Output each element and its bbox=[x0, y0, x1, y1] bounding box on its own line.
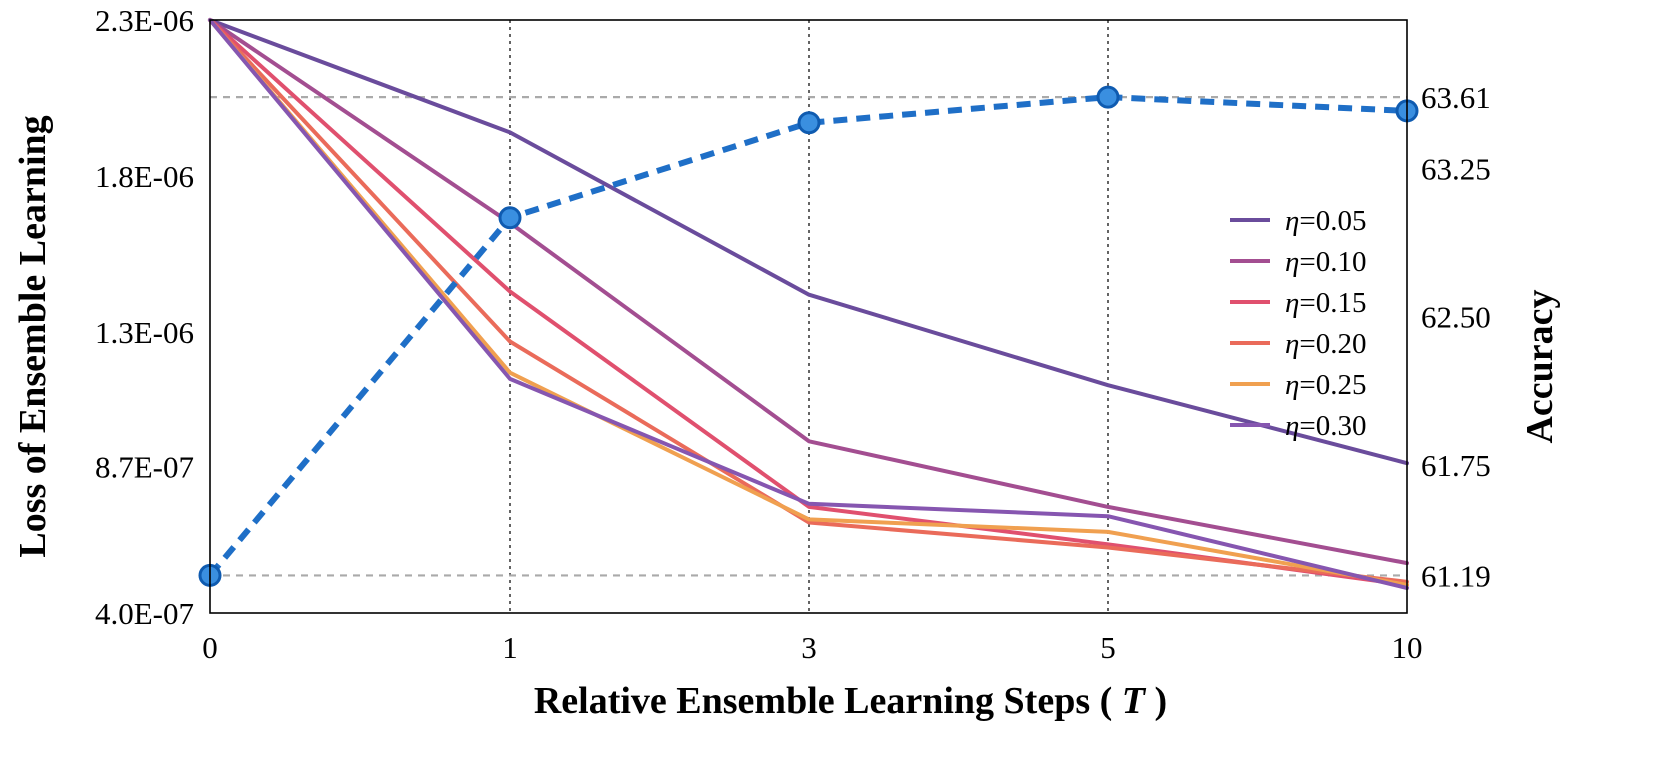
plot-frame bbox=[209, 19, 1408, 614]
x-tick-label: 1 bbox=[502, 630, 518, 665]
x-axis-title-main: Relative Ensemble Learning Steps ( bbox=[534, 680, 1112, 722]
y2-tick-label: 63.61 bbox=[1421, 80, 1491, 115]
accuracy-point bbox=[797, 111, 821, 135]
x-tick-label: 10 bbox=[1392, 630, 1423, 665]
y-tick-label: 1.8E-06 bbox=[95, 159, 194, 194]
y-axis-title: Loss of Ensemble Learning bbox=[12, 115, 54, 557]
x-axis-title: Relative Ensemble Learning Steps ( T ) bbox=[534, 680, 1167, 722]
series-line bbox=[208, 18, 1409, 587]
y-tick-label: 8.7E-07 bbox=[95, 449, 194, 484]
y-tick-label: 4.0E-07 bbox=[95, 596, 194, 631]
y2-tick-label: 61.75 bbox=[1421, 448, 1491, 483]
y-tick-label: 1.3E-06 bbox=[95, 315, 194, 350]
series-layer bbox=[208, 18, 1409, 590]
y2-axis-title: Accuracy bbox=[1519, 289, 1561, 443]
legend-label: η=0.20 bbox=[1285, 328, 1367, 360]
x-tick-label: 0 bbox=[202, 630, 218, 665]
series-line bbox=[208, 18, 1409, 566]
legend-label: η=0.10 bbox=[1285, 246, 1367, 278]
legend: η=0.05 η=0.10 η=0.15 η=0.20 η=0.25 η=0.30 bbox=[1230, 205, 1367, 442]
x-axis-title-end: ) bbox=[1155, 680, 1168, 722]
y2-tick-label: 63.25 bbox=[1421, 151, 1491, 186]
x-axis-title-variable: T bbox=[1122, 680, 1147, 722]
legend-label: η=0.05 bbox=[1285, 205, 1367, 237]
x-tick-label: 3 bbox=[801, 630, 817, 665]
series-line bbox=[208, 18, 1409, 590]
y2-tick-label: 61.19 bbox=[1421, 558, 1491, 593]
accuracy-point bbox=[498, 206, 522, 230]
y2-tick-label: 62.50 bbox=[1421, 300, 1491, 335]
series-line bbox=[208, 18, 1409, 466]
accuracy-point bbox=[1096, 85, 1120, 109]
legend-label: η=0.15 bbox=[1285, 287, 1367, 319]
series-line bbox=[208, 18, 1409, 584]
legend-label: η=0.25 bbox=[1285, 369, 1367, 401]
accuracy-line bbox=[207, 94, 1408, 578]
y-tick-label: 2.3E-06 bbox=[95, 3, 194, 38]
ticks-layer: 0 1 3 5 10 4.0E-07 8.7E-07 1.3E-06 1.8E-06 2.3E-0… bbox=[95, 3, 1491, 665]
legend-label: η=0.30 bbox=[1285, 410, 1367, 442]
x-tick-label: 5 bbox=[1100, 630, 1116, 665]
